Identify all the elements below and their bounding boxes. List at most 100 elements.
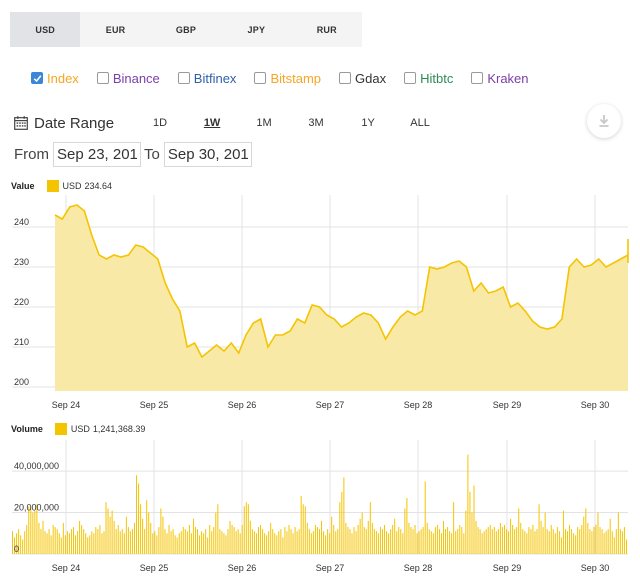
volume-bar[interactable]	[249, 520, 251, 554]
volume-bar[interactable]	[12, 531, 13, 554]
volume-bar[interactable]	[255, 533, 257, 554]
volume-bar[interactable]	[491, 529, 493, 554]
volume-bar[interactable]	[91, 531, 93, 554]
volume-bar[interactable]	[109, 516, 111, 554]
volume-bar[interactable]	[619, 529, 621, 554]
volume-bar[interactable]	[241, 524, 243, 554]
volume-bar[interactable]	[166, 533, 168, 554]
volume-bar[interactable]	[44, 531, 46, 554]
volume-bar[interactable]	[168, 524, 170, 554]
volume-bar[interactable]	[621, 531, 623, 554]
volume-bar[interactable]	[223, 533, 225, 554]
volume-bar[interactable]	[534, 531, 536, 554]
volume-bar[interactable]	[131, 529, 133, 554]
volume-bar[interactable]	[615, 529, 617, 554]
volume-bar[interactable]	[406, 498, 408, 554]
volume-bar[interactable]	[34, 510, 36, 554]
value-line[interactable]	[54, 204, 629, 359]
volume-bar[interactable]	[95, 527, 97, 554]
volume-bar[interactable]	[392, 524, 394, 554]
volume-bar[interactable]	[536, 529, 538, 554]
volume-bar[interactable]	[215, 512, 217, 554]
volume-bar[interactable]	[64, 535, 66, 554]
volume-bar[interactable]	[266, 535, 268, 554]
volume-bar[interactable]	[79, 520, 81, 554]
volume-bar[interactable]	[152, 533, 154, 554]
volume-bar[interactable]	[304, 506, 306, 554]
volume-bar[interactable]	[518, 508, 520, 554]
volume-bar[interactable]	[162, 516, 164, 554]
volume-bar[interactable]	[355, 531, 357, 554]
volume-bar[interactable]	[349, 529, 351, 554]
volume-bar[interactable]	[199, 535, 201, 554]
volume-bar[interactable]	[581, 524, 583, 554]
volume-bar[interactable]	[485, 529, 487, 554]
volume-bar[interactable]	[54, 527, 56, 554]
volume-bar[interactable]	[577, 527, 579, 554]
volume-bar[interactable]	[451, 533, 453, 554]
volume-bar[interactable]	[288, 524, 290, 554]
volume-bar[interactable]	[524, 531, 526, 554]
volume-bar[interactable]	[182, 527, 184, 554]
volume-bar[interactable]	[290, 529, 292, 554]
volume-bar[interactable]	[32, 512, 34, 554]
volume-bar[interactable]	[170, 531, 172, 554]
volume-bar[interactable]	[528, 527, 530, 554]
volume-bar[interactable]	[443, 520, 444, 554]
volume-bar[interactable]	[575, 535, 577, 554]
volume-bar[interactable]	[375, 531, 377, 554]
volume-bar[interactable]	[540, 520, 542, 554]
volume-bar[interactable]	[463, 533, 465, 554]
volume-bar[interactable]	[404, 508, 406, 554]
volume-bar[interactable]	[497, 529, 499, 554]
volume-bar[interactable]	[591, 531, 593, 554]
volume-bar[interactable]	[24, 531, 26, 554]
volume-bar[interactable]	[327, 529, 329, 554]
volume-bar[interactable]	[445, 529, 447, 554]
volume-bar[interactable]	[530, 529, 532, 554]
volume-bar[interactable]	[310, 533, 312, 554]
volume-bar[interactable]	[418, 531, 420, 554]
volume-bar[interactable]	[85, 533, 87, 554]
volume-bar[interactable]	[18, 529, 20, 554]
volume-bar[interactable]	[197, 529, 198, 554]
volume-bar[interactable]	[192, 518, 194, 554]
volume-bar[interactable]	[475, 520, 477, 554]
volume-bar[interactable]	[377, 533, 379, 554]
volume-bar[interactable]	[625, 539, 627, 554]
volume-bar[interactable]	[262, 529, 264, 554]
from-date-input[interactable]	[53, 142, 141, 167]
volume-bar[interactable]	[369, 502, 371, 554]
volume-bar[interactable]	[589, 529, 591, 554]
volume-bar[interactable]	[514, 529, 516, 554]
currency-tab-eur[interactable]: EUR	[105, 24, 126, 35]
volume-bar[interactable]	[432, 533, 434, 554]
volume-bar[interactable]	[347, 527, 349, 554]
volume-bar[interactable]	[268, 531, 270, 554]
currency-tab-rur[interactable]: RUR	[316, 24, 337, 35]
volume-bar[interactable]	[611, 531, 613, 554]
download-button[interactable]	[587, 104, 621, 138]
volume-bar[interactable]	[341, 491, 343, 554]
volume-bar[interactable]	[501, 527, 503, 554]
volume-bar[interactable]	[526, 533, 528, 554]
exchange-gdax[interactable]: Gdax	[339, 71, 386, 86]
volume-bar[interactable]	[38, 522, 40, 554]
volume-bar[interactable]	[286, 531, 288, 554]
volume-bar[interactable]	[465, 510, 467, 554]
volume-bar[interactable]	[583, 516, 585, 554]
volume-bar[interactable]	[408, 522, 410, 554]
volume-bar[interactable]	[613, 537, 615, 554]
volume-bar[interactable]	[422, 527, 424, 554]
volume-bar[interactable]	[321, 520, 323, 554]
volume-bar[interactable]	[623, 527, 625, 554]
volume-bar[interactable]	[567, 531, 569, 554]
volume-bar[interactable]	[412, 529, 414, 554]
volume-bar[interactable]	[479, 529, 481, 554]
volume-bar[interactable]	[617, 512, 619, 554]
volume-bar[interactable]	[115, 529, 117, 554]
volume-bar[interactable]	[607, 529, 609, 554]
volume-bar[interactable]	[394, 518, 396, 554]
volume-bar[interactable]	[414, 524, 416, 554]
volume-bar[interactable]	[119, 531, 121, 554]
